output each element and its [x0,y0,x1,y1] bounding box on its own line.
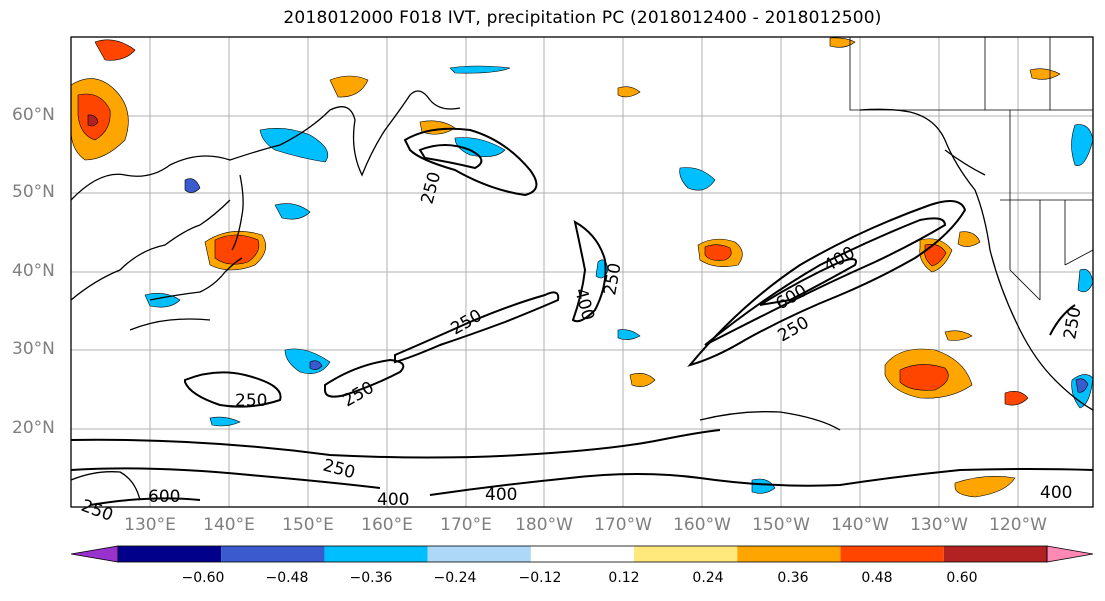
lat-label-30n: 30°N [12,339,55,359]
map-frame [70,36,1094,508]
contour-label: 400 [377,490,409,510]
colorbar-extend-high [1046,545,1094,563]
lat-label-40n: 40°N [12,261,55,281]
colorbar-segment [840,546,944,562]
lon-label: 140°E [203,515,255,535]
lon-label: 170°E [440,515,492,535]
colorbar-segment [118,546,222,562]
contour-label: 600 [148,487,180,507]
colorbar-tick-label: 0.36 [777,570,809,586]
lon-label: 130°E [124,515,176,535]
lon-label: 140°W [831,515,889,535]
colorbar-tick-label: 0.60 [946,570,978,586]
precip-positive-patches [71,37,1061,498]
lat-label-60n: 60°N [12,105,55,125]
colorbar-segment [737,546,841,562]
contour-label: 400 [485,485,517,505]
lon-label: 130°W [910,515,968,535]
coastlines [71,90,1093,501]
lon-label: 120°W [989,515,1047,535]
colorbar-segment [427,546,531,562]
colorbar-tick-label: −0.60 [181,570,225,586]
colorbar-tick-label: −0.24 [433,570,477,586]
colorbar-segment [943,546,1047,562]
colorbar-segments [70,545,1094,563]
political-borders [849,37,1093,301]
colorbar-tick-label: −0.48 [265,570,309,586]
colorbar-segment [634,546,738,562]
lon-label: 150°W [752,515,810,535]
lon-label: 160°E [361,515,413,535]
map-title: 2018012000 F018 IVT, precipitation PC (2… [283,8,882,28]
lat-label-20n: 20°N [12,418,55,438]
colorbar-frame [117,545,1048,563]
precip-negative-patches [144,65,1093,494]
colorbar-segment [530,546,635,562]
lon-label: 170°W [594,515,652,535]
lon-label: 150°E [282,515,334,535]
colorbar-extend-low [70,545,119,563]
lon-label: 180°W [515,515,573,535]
lon-label: 160°W [673,515,731,535]
colorbar-segment [324,546,428,562]
contour-label: 400 [1040,483,1072,503]
lat-label-50n: 50°N [12,182,55,202]
colorbar-tick-label: 0.12 [608,570,640,586]
colorbar-segment [221,546,325,562]
contour-label: 250 [235,391,267,411]
colorbar-tick-label: 0.48 [861,570,893,586]
ivt-contours [71,127,1093,506]
colorbar-tick-label: −0.36 [349,570,393,586]
colorbar-tick-label: 0.24 [692,570,724,586]
colorbar-tick-label: −0.12 [518,570,562,586]
